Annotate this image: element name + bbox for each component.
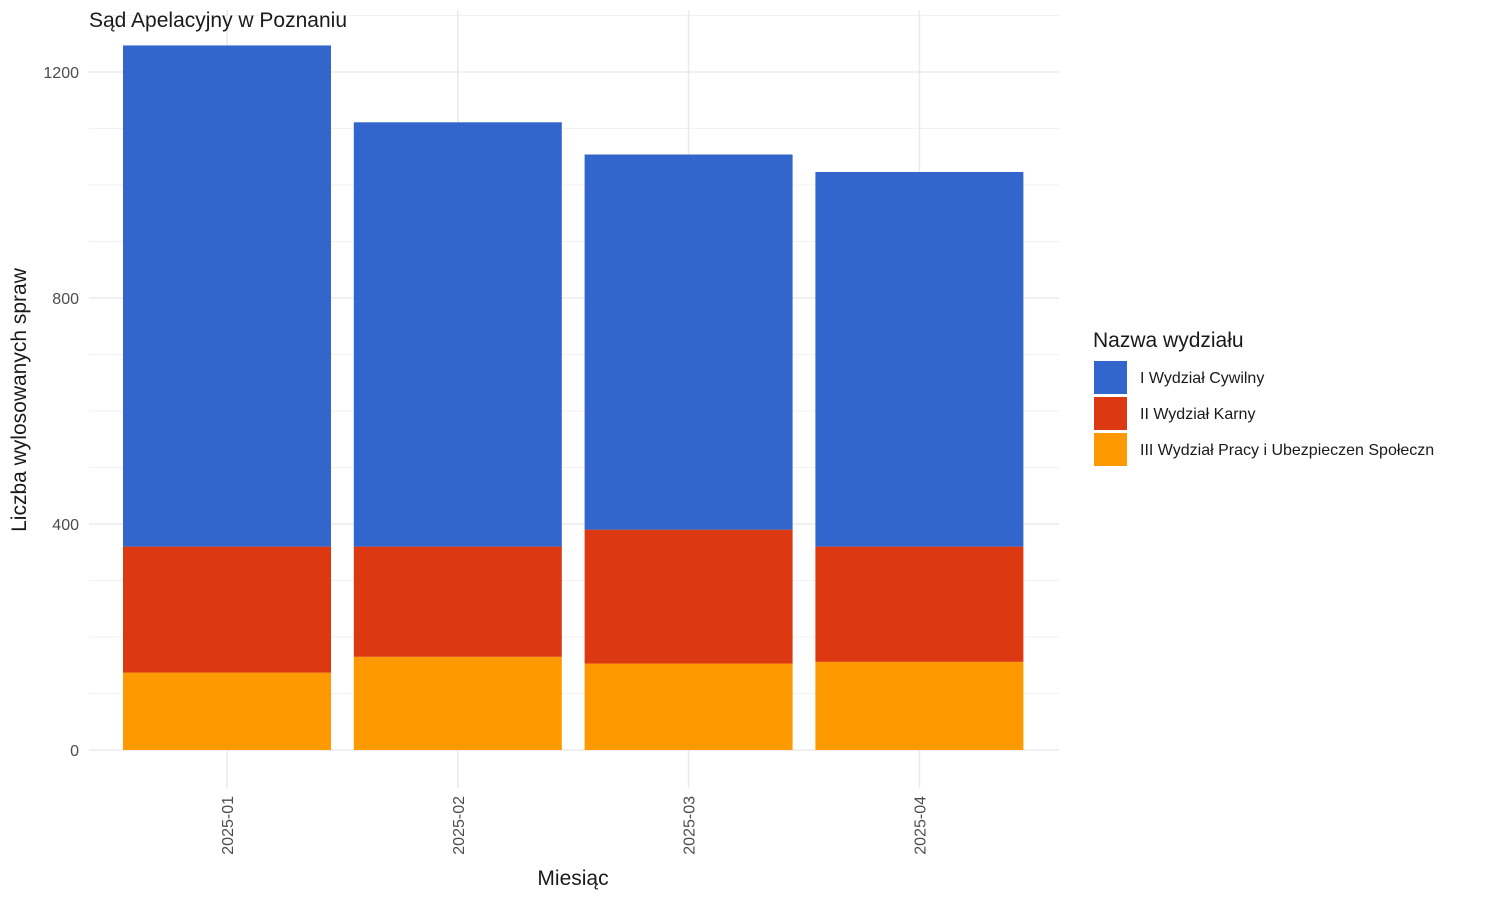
legend: Nazwa wydziału I Wydział Cywilny II Wydzi… xyxy=(1093,329,1434,466)
legend-label: I Wydział Cywilny xyxy=(1140,370,1264,387)
x-tick-label: 2025-04 xyxy=(912,796,929,855)
legend-label: III Wydział Pracy i Ubezpieczen Społeczn xyxy=(1140,442,1434,459)
legend-title: Nazwa wydziału xyxy=(1093,329,1244,352)
legend-swatch xyxy=(1094,397,1127,430)
y-axis-title: Liczba wylosowanych spraw xyxy=(8,267,31,532)
y-tick-label: 0 xyxy=(70,743,79,760)
y-tick-label: 1200 xyxy=(43,65,79,82)
bar-segment xyxy=(353,656,562,750)
x-tick-label: 2025-02 xyxy=(451,796,468,855)
x-axis-ticks: 2025-01 2025-02 2025-03 2025-04 xyxy=(220,796,929,855)
bar-segment xyxy=(123,546,331,673)
x-tick-label: 2025-03 xyxy=(682,796,699,855)
bar-segment xyxy=(123,672,331,750)
chart-title: Sąd Apelacyjny w Poznaniu xyxy=(89,9,347,32)
x-axis-title: Miesiąc xyxy=(537,867,608,890)
y-tick-label: 400 xyxy=(52,517,79,534)
bar-segment xyxy=(815,172,1024,547)
bar-segment xyxy=(815,661,1024,750)
legend-swatch xyxy=(1094,433,1127,466)
x-tick-label: 2025-01 xyxy=(220,796,237,855)
bars xyxy=(123,45,1024,750)
legend-label: II Wydział Karny xyxy=(1140,406,1255,423)
y-tick-label: 800 xyxy=(52,291,79,308)
legend-swatch xyxy=(1094,361,1127,394)
bar-segment xyxy=(353,546,562,657)
bar-segment xyxy=(123,45,331,547)
bar-segment xyxy=(353,122,562,547)
bar-segment xyxy=(815,546,1024,662)
y-axis-ticks: 0 400 800 1200 xyxy=(43,65,79,760)
bar-segment xyxy=(584,154,793,530)
bar-segment xyxy=(584,529,793,664)
bar-segment xyxy=(584,663,793,750)
